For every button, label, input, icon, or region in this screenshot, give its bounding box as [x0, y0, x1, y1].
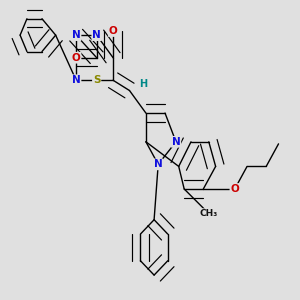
Text: N: N: [172, 137, 180, 147]
Text: N: N: [72, 75, 80, 85]
Text: CH₃: CH₃: [200, 209, 218, 218]
Text: S: S: [93, 75, 100, 85]
Text: N: N: [154, 159, 163, 170]
Text: N: N: [72, 30, 80, 40]
Text: N: N: [92, 30, 101, 40]
Text: H: H: [139, 80, 147, 89]
Text: O: O: [230, 184, 239, 194]
Text: O: O: [72, 53, 80, 63]
Text: O: O: [109, 26, 118, 36]
